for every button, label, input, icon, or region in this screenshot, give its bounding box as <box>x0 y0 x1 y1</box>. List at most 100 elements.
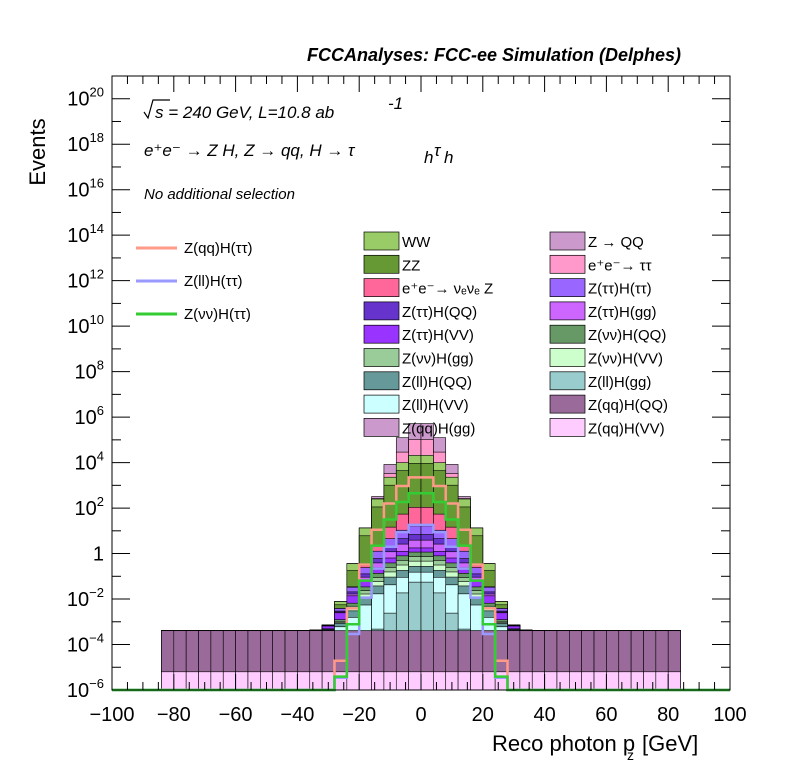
histogram-bin <box>470 671 484 691</box>
y-tick-label: 1012 <box>67 267 104 293</box>
histogram-bin <box>420 671 434 691</box>
y-tick-label: 10−2 <box>67 585 104 611</box>
histogram-bin <box>494 671 508 691</box>
legend-signal-label: Z(ll)H(ττ) <box>184 273 243 290</box>
legend-label: e⁺e⁻→ ττ <box>588 257 652 274</box>
legend-label: Z(νν)H(VV) <box>588 351 663 368</box>
legend-swatch <box>363 348 400 367</box>
y-tick-label: 1020 <box>67 85 104 111</box>
histogram-bin <box>358 671 372 691</box>
legend-label: WW <box>402 234 431 251</box>
legend-swatch <box>549 348 586 367</box>
annotation-process: e⁺e⁻ → Z H, Z → qq, H → τ h τ h <box>144 141 453 167</box>
x-axis-label-subscript: z <box>627 747 634 763</box>
histogram-bin <box>581 671 595 691</box>
histogram-bin <box>457 671 471 691</box>
histogram-bin <box>185 671 199 691</box>
x-tick-label: −40 <box>280 704 314 726</box>
legend-label: Z(νν)H(QQ) <box>588 327 666 344</box>
legend-label: e⁺e⁻→ νₑνₑ Z <box>402 281 493 298</box>
legend-label: Z(ττ)H(gg) <box>588 304 657 321</box>
histogram-bin <box>247 671 261 691</box>
process-tau-2: τ <box>434 141 442 160</box>
legend-signal-label: Z(qq)H(ττ) <box>184 240 253 257</box>
axis-tick-labels: −100 −80 −60 −40 −20 0 20 40 60 80 100 10−6 10−4 10−2… <box>67 85 747 726</box>
histogram-bin <box>210 671 224 691</box>
annotation-energy: s = 240 GeV, L=10.8 ab -1 <box>143 94 403 122</box>
legend-label: Z(νν)H(gg) <box>402 351 474 368</box>
histogram-bin <box>482 671 496 691</box>
legend-swatch <box>363 278 400 297</box>
x-tick-label: −100 <box>89 704 134 726</box>
legend-label: Z(ττ)H(ττ) <box>588 281 652 298</box>
histogram-bin <box>593 671 607 691</box>
y-tick-label: 1018 <box>67 130 104 156</box>
legend-swatch <box>549 394 586 414</box>
histogram-bin <box>433 671 447 691</box>
histogram-bin <box>395 671 409 691</box>
x-tick-label: 20 <box>472 704 494 726</box>
legend-swatch <box>363 231 400 251</box>
y-tick-label: 1010 <box>67 312 104 338</box>
legend-label: Z(qq)H(VV) <box>588 420 665 437</box>
legend-swatch <box>363 254 400 274</box>
legend-label: Z(ττ)H(VV) <box>402 327 474 344</box>
y-tick-label: 10−6 <box>67 676 104 702</box>
legend-label: Z → QQ <box>588 234 644 251</box>
process-subscript-2: h <box>444 148 453 167</box>
histogram-bin <box>309 671 323 691</box>
legend-swatch <box>549 301 586 321</box>
x-tick-label: 60 <box>595 704 617 726</box>
axis-ticks <box>111 75 731 691</box>
histogram-bin <box>519 671 533 691</box>
legend-swatch <box>363 394 400 414</box>
legend-label: Z(ll)H(gg) <box>588 374 651 391</box>
legend-signal-label: Z(νν)H(ττ) <box>184 306 251 323</box>
energy-text: s = 240 GeV, L=10.8 ab <box>155 103 334 122</box>
histogram-bin <box>618 671 632 691</box>
legend-label: Z(ll)H(QQ) <box>402 374 472 391</box>
y-axis-label: Events <box>25 118 50 185</box>
histogram-bin <box>222 671 236 691</box>
legend-label: Z(qq)H(gg) <box>402 420 475 437</box>
y-tick-label: 1 <box>93 544 104 566</box>
histogram-bin <box>284 671 298 691</box>
legend-swatch <box>549 418 586 437</box>
histogram-bin <box>655 671 669 691</box>
histogram-bin <box>556 671 570 691</box>
legend-swatch <box>363 301 400 321</box>
histogram-bin <box>297 671 311 691</box>
histogram-bin <box>606 671 620 691</box>
legend-swatch <box>549 278 586 297</box>
histogram-bin <box>161 671 175 691</box>
histogram-bin <box>667 671 681 691</box>
histogram-bin <box>408 671 422 691</box>
histogram-bin <box>235 671 249 691</box>
histogram-bin <box>334 671 348 691</box>
legend-label: ZZ <box>402 257 420 274</box>
y-tick-label: 108 <box>75 358 104 384</box>
selection-note: No additional selection <box>144 186 295 203</box>
sqrt-sign <box>143 99 170 120</box>
x-tick-label: 40 <box>533 704 555 726</box>
y-tick-label: 10−4 <box>67 631 104 657</box>
process-text: e⁺e⁻ → Z H, Z → qq, H → τ <box>144 141 356 160</box>
legend-swatch <box>549 231 586 251</box>
x-tick-label: 100 <box>713 704 746 726</box>
y-tick-label: 1014 <box>67 221 104 247</box>
legend-swatch <box>363 371 400 391</box>
y-tick-label: 102 <box>75 494 104 520</box>
y-tick-label: 104 <box>75 449 104 475</box>
stacked-histogram <box>161 423 681 691</box>
legend-label: Z(ττ)H(QQ) <box>402 304 477 321</box>
histogram-bin <box>173 671 187 691</box>
histogram-bin <box>272 671 286 691</box>
process-subscript-1: h <box>424 148 433 167</box>
histogram-bin <box>531 671 545 691</box>
x-axis-label: Reco photon p <box>492 731 635 756</box>
histogram-bin <box>371 671 385 691</box>
x-tick-label: −80 <box>157 704 191 726</box>
legend: Z(qq)H(ττ) Z(ll)H(ττ) Z(νν)H(ττ) WW ZZ e⁺e⁻→ … <box>136 231 668 437</box>
x-tick-label: −20 <box>342 704 376 726</box>
